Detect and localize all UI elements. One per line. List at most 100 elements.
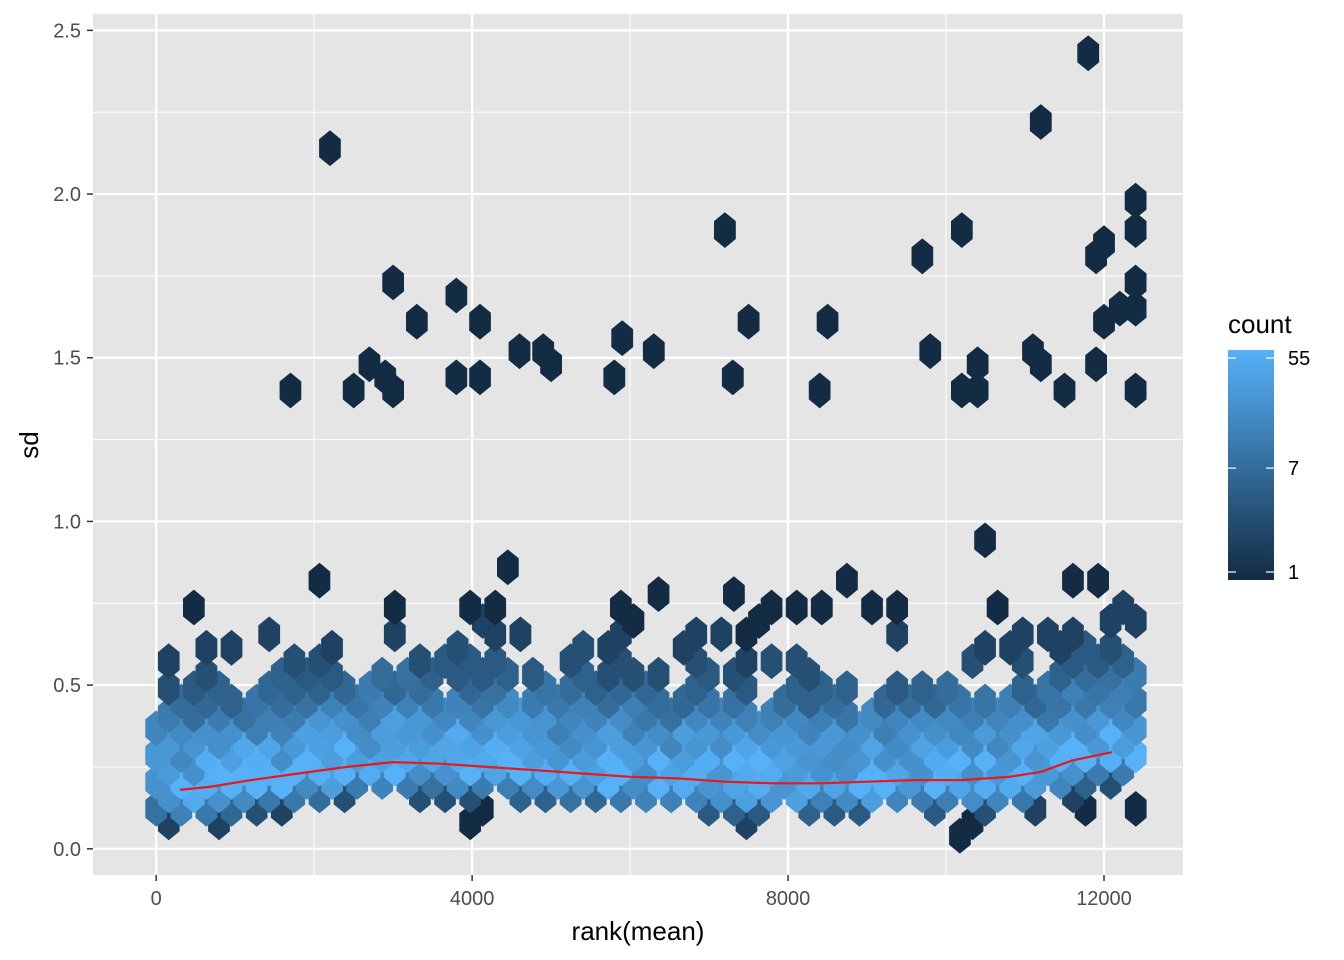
hex-bin <box>1099 629 1122 666</box>
hex-bin-outlier <box>1029 346 1052 383</box>
hex-bin <box>1011 670 1034 706</box>
hex-bin <box>509 616 532 653</box>
hex-bin <box>647 576 670 612</box>
hex-bin-outlier <box>816 303 839 340</box>
hex-bin <box>220 629 243 666</box>
hex-bin-outlier <box>1124 290 1147 327</box>
y-axis-title: sd <box>14 431 44 458</box>
y-tick-label: 0.5 <box>53 675 81 697</box>
legend-tick-label: 7 <box>1288 458 1299 480</box>
hex-bin-outlier <box>319 130 341 167</box>
hex-bin <box>383 616 406 653</box>
hex-bin-outlier <box>966 372 989 409</box>
hex-bin-outlier <box>1124 212 1147 248</box>
trend-line <box>179 751 1113 791</box>
hex-bin <box>974 522 996 559</box>
hex-bin <box>986 589 1009 626</box>
x-tick-label: 0 <box>151 888 162 910</box>
hex-bin <box>157 670 180 706</box>
hex-bin <box>283 643 306 680</box>
hex-bin-outlier <box>911 238 934 275</box>
hex-bin <box>785 643 808 680</box>
hex-bin <box>886 616 908 653</box>
hex-bin <box>321 629 343 666</box>
hex-bin <box>522 656 544 693</box>
hex-bin-outlier <box>342 372 365 409</box>
hex-bin-outlier <box>445 359 468 396</box>
y-tick-label: 2.5 <box>53 20 81 42</box>
hex-bin <box>308 562 331 599</box>
hex-bins <box>145 35 1147 854</box>
hex-bin <box>258 616 281 653</box>
hex-bin <box>810 589 833 626</box>
hex-bin <box>836 670 858 706</box>
y-tick-label: 2.0 <box>53 184 81 206</box>
legend-title: count <box>1228 309 1292 339</box>
hex-bin <box>195 656 218 693</box>
hex-bin <box>685 616 708 653</box>
hex-bin <box>1062 562 1084 599</box>
hex-bin <box>886 670 908 706</box>
hex-bin-outlier <box>382 372 404 409</box>
hex-bin <box>1062 616 1084 653</box>
hex-bin-outlier <box>1085 346 1107 383</box>
hex-bin-outlier <box>1124 372 1147 409</box>
hex-bin-outlier <box>445 277 468 314</box>
hex-bin-outlier <box>714 212 736 248</box>
hex-bin <box>572 629 595 666</box>
y-tick-label: 1.5 <box>53 348 81 370</box>
hex-bin-outlier <box>540 346 562 383</box>
hex-bin-outlier <box>808 372 831 409</box>
hex-bin <box>735 643 758 680</box>
x-tick-label: 8000 <box>766 888 811 910</box>
hex-bin-outlier <box>611 320 634 356</box>
hex-bin <box>723 576 745 612</box>
hex-bin <box>459 589 481 626</box>
hex-bin <box>974 629 996 666</box>
hex-bin-outlier <box>1053 372 1076 409</box>
hex-bin-outlier <box>1077 35 1100 72</box>
hex-bin <box>409 643 431 680</box>
hex-bin <box>484 589 507 626</box>
hex-bin <box>446 629 469 666</box>
hex-bin <box>1112 589 1135 626</box>
hex-bin <box>195 629 218 666</box>
hex-bin <box>183 589 205 626</box>
hex-bin <box>1011 616 1034 653</box>
hex-bin <box>861 589 883 626</box>
hex-bin-outlier <box>919 333 942 370</box>
hex-bin-outlier <box>1124 182 1147 219</box>
hex-bin <box>484 643 507 680</box>
hex-bin <box>974 683 996 720</box>
hex-bin <box>710 616 733 653</box>
hex-bin <box>1124 791 1147 827</box>
hex-bin-outlier <box>603 359 626 396</box>
hex-bin <box>785 589 808 626</box>
hex-bin-outlier <box>382 264 404 301</box>
hex-bin-outlier <box>721 359 744 396</box>
hex-bin <box>1087 562 1109 599</box>
hex-bin-outlier <box>279 372 302 409</box>
hex-bin <box>157 643 180 680</box>
x-axis: 0 4000 8000 12000 <box>151 875 1132 910</box>
hex-bin <box>497 549 519 586</box>
hex-bin <box>610 589 632 626</box>
hex-bin-outlier <box>642 333 665 370</box>
hex-bin-outlier <box>508 333 531 370</box>
hex-bin-outlier <box>1093 303 1115 340</box>
hex-bin <box>371 656 394 693</box>
hex-bin-outlier <box>469 303 491 340</box>
hex-bin <box>886 589 908 626</box>
x-tick-label: 4000 <box>450 888 495 910</box>
hex-bin <box>760 589 783 626</box>
y-axis: 0.0 0.5 1.0 1.5 2.0 2.5 <box>53 20 93 861</box>
hex-bin <box>836 562 858 599</box>
hex-bin-outlier <box>1029 104 1052 140</box>
hex-bin <box>383 589 406 626</box>
x-tick-label: 12000 <box>1076 888 1132 910</box>
hex-bin <box>936 670 959 706</box>
hex-bin <box>647 656 670 693</box>
